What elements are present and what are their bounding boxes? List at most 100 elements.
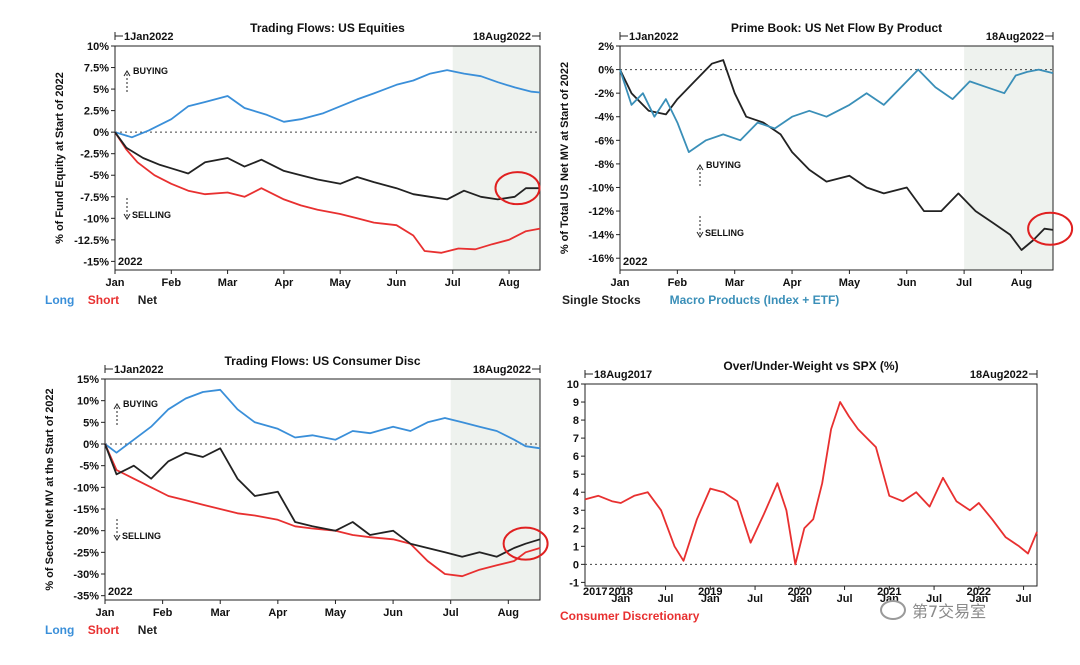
- buying-arrow-icon: [113, 403, 121, 410]
- y-tick-label: 3: [573, 505, 579, 517]
- y-tick-label: -12%: [588, 206, 614, 218]
- plot-frame: [114, 45, 541, 271]
- selling-arrow-icon: [113, 534, 121, 541]
- x-tick-label: Jul: [747, 593, 763, 605]
- x-tick-label: Feb: [668, 277, 688, 289]
- shaded-period: [452, 46, 540, 270]
- year-label: 2017: [583, 586, 607, 598]
- y-tick-label: -15%: [83, 256, 109, 268]
- y-tick-label: -5%: [89, 170, 109, 182]
- series-line-net: [114, 131, 540, 201]
- y-tick-label: -30%: [73, 569, 99, 581]
- x-tick-label: Aug: [498, 277, 519, 289]
- y-tick-label: 1: [573, 541, 579, 553]
- watermark-text: 第7交易室: [912, 602, 987, 621]
- range-start-label: 18Aug2017: [594, 369, 652, 381]
- y-tick-label: 7.5%: [84, 63, 109, 75]
- y-tick-label: -10%: [73, 482, 99, 494]
- y-tick-label: 10: [567, 379, 579, 391]
- selling-label: SELLING: [705, 228, 744, 238]
- y-axis-label: % of Total US Net MV at Start of 2022: [559, 62, 571, 254]
- buying-arrow-icon: [123, 70, 131, 77]
- range-end-label: 18Aug2022: [473, 31, 531, 43]
- y-tick-label: 5%: [83, 417, 99, 429]
- plot-frame: [584, 383, 1038, 587]
- chart-1: 10% 7.5% 5% 2.5% 0% -2.5% -5% -7.5% -10% -12.5% -1…: [45, 21, 541, 307]
- y-axis-label: % of Fund Equity at Start of 2022: [54, 72, 66, 244]
- buying-arrow-icon: [696, 164, 704, 171]
- x-tick-label: Feb: [162, 277, 182, 289]
- selling-arrow-icon: [696, 231, 704, 238]
- highlight-circle: [1027, 211, 1074, 246]
- legend-item: Short: [88, 293, 119, 307]
- y-tick-label: 2%: [598, 41, 614, 53]
- x-year-label: 2019: [698, 586, 722, 598]
- x-tick-label: Mar: [218, 277, 238, 289]
- x-tick-label: May: [839, 277, 861, 289]
- legend-item: Net: [138, 293, 157, 307]
- legend-item: Single Stocks: [562, 293, 641, 307]
- legend-item: Consumer Discretionary: [560, 609, 700, 623]
- x-tick-label: Jan: [790, 593, 809, 605]
- wechat-icon: [880, 600, 906, 620]
- x-tick-label: Mar: [210, 607, 230, 619]
- buying-label: BUYING: [133, 66, 168, 76]
- highlight-circle: [502, 526, 549, 561]
- y-tick-label: -14%: [588, 230, 614, 242]
- x-tick-label: Aug: [1011, 277, 1032, 289]
- y-tick-label: 0%: [598, 65, 614, 77]
- y-tick-label: -25%: [73, 547, 99, 559]
- y-tick-label: -5%: [79, 461, 99, 473]
- selling-arrow-icon: [123, 213, 131, 220]
- x-tick-label: Jul: [837, 593, 853, 605]
- y-tick-label: 8: [573, 415, 579, 427]
- y-tick-label: 10%: [77, 396, 99, 408]
- x-tick-label: Apr: [783, 277, 803, 289]
- x-tick-label: Jul: [445, 277, 461, 289]
- x-tick-label: Jun: [383, 607, 403, 619]
- range-start-label: 1Jan2022: [114, 364, 164, 376]
- chart-title: Trading Flows: US Equities: [250, 21, 405, 35]
- chart-title: Trading Flows: US Consumer Disc: [224, 354, 420, 368]
- chart-2: 2% 0% -2% -4% -6% -8% -10% -12% -14% -16% Jan Feb Ma…: [559, 21, 1074, 307]
- y-tick-label: -16%: [588, 253, 614, 265]
- legend-item: Short: [88, 623, 119, 637]
- y-tick-label: 10%: [87, 41, 109, 53]
- y-tick-label: -1: [569, 577, 579, 589]
- y-axis-label: % of Sector Net MV at the Start of 2022: [44, 388, 56, 590]
- x-tick-label: Jul: [926, 593, 942, 605]
- y-tick-label: 6: [573, 451, 579, 463]
- y-tick-label: 15%: [77, 374, 99, 386]
- range-end-label: 18Aug2022: [473, 364, 531, 376]
- series-line-long: [114, 69, 541, 139]
- x-year-label: 2018: [609, 586, 633, 598]
- y-tick-label: -15%: [73, 504, 99, 516]
- selling-label: SELLING: [122, 531, 161, 541]
- x-tick-label: May: [325, 607, 347, 619]
- shaded-period: [450, 379, 540, 600]
- y-tick-label: 4: [573, 487, 580, 499]
- x-tick-label: Apr: [268, 607, 288, 619]
- x-tick-label: Mar: [725, 277, 745, 289]
- highlight-circle: [494, 171, 541, 206]
- y-tick-label: 0%: [93, 127, 109, 139]
- y-tick-label: -4%: [594, 112, 614, 124]
- x-tick-label: Jun: [897, 277, 917, 289]
- x-tick-label: Feb: [153, 607, 173, 619]
- plot-frame: [104, 378, 541, 601]
- y-tick-label: -7.5%: [80, 192, 109, 204]
- x-tick-label: Jan: [611, 593, 630, 605]
- x-tick-label: Jan: [969, 593, 988, 605]
- legend-item: Long: [45, 293, 74, 307]
- x-tick-label: Jul: [443, 607, 459, 619]
- range-start-label: 1Jan2022: [629, 31, 679, 43]
- range-start-label: 1Jan2022: [124, 31, 174, 43]
- y-tick-label: 0%: [83, 439, 99, 451]
- y-tick-label: 2: [573, 523, 579, 535]
- y-tick-label: -2%: [594, 88, 614, 100]
- series-line-short: [114, 131, 541, 254]
- x-tick-label: Jan: [96, 607, 115, 619]
